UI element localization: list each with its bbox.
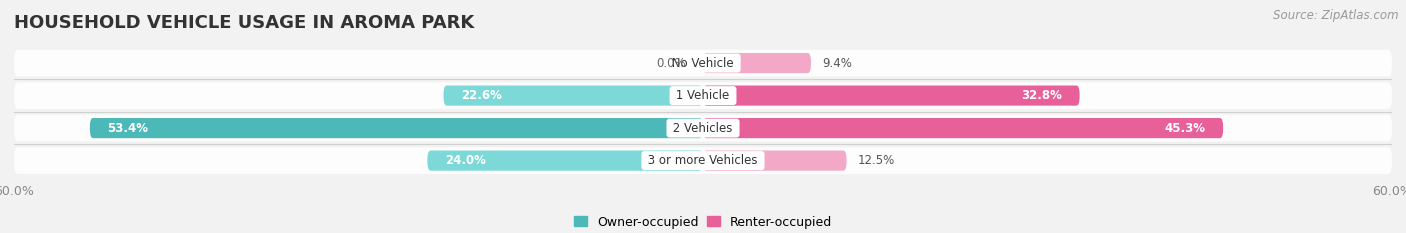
Text: 3 or more Vehicles: 3 or more Vehicles bbox=[644, 154, 762, 167]
Text: 24.0%: 24.0% bbox=[444, 154, 485, 167]
Text: 22.6%: 22.6% bbox=[461, 89, 502, 102]
Text: 32.8%: 32.8% bbox=[1022, 89, 1063, 102]
Legend: Owner-occupied, Renter-occupied: Owner-occupied, Renter-occupied bbox=[574, 216, 832, 229]
FancyBboxPatch shape bbox=[90, 118, 703, 138]
Text: No Vehicle: No Vehicle bbox=[668, 57, 738, 70]
Text: 9.4%: 9.4% bbox=[823, 57, 852, 70]
FancyBboxPatch shape bbox=[427, 151, 703, 171]
FancyBboxPatch shape bbox=[703, 86, 1080, 106]
Text: 45.3%: 45.3% bbox=[1166, 122, 1206, 135]
Text: 2 Vehicles: 2 Vehicles bbox=[669, 122, 737, 135]
FancyBboxPatch shape bbox=[14, 115, 1392, 141]
Text: Source: ZipAtlas.com: Source: ZipAtlas.com bbox=[1274, 9, 1399, 22]
Text: 0.0%: 0.0% bbox=[657, 57, 686, 70]
Text: 1 Vehicle: 1 Vehicle bbox=[672, 89, 734, 102]
FancyBboxPatch shape bbox=[14, 82, 1392, 109]
FancyBboxPatch shape bbox=[14, 147, 1392, 174]
FancyBboxPatch shape bbox=[443, 86, 703, 106]
FancyBboxPatch shape bbox=[703, 118, 1223, 138]
FancyBboxPatch shape bbox=[703, 151, 846, 171]
Text: HOUSEHOLD VEHICLE USAGE IN AROMA PARK: HOUSEHOLD VEHICLE USAGE IN AROMA PARK bbox=[14, 14, 474, 32]
Text: 12.5%: 12.5% bbox=[858, 154, 896, 167]
FancyBboxPatch shape bbox=[14, 50, 1392, 76]
FancyBboxPatch shape bbox=[703, 53, 811, 73]
Text: 53.4%: 53.4% bbox=[107, 122, 148, 135]
